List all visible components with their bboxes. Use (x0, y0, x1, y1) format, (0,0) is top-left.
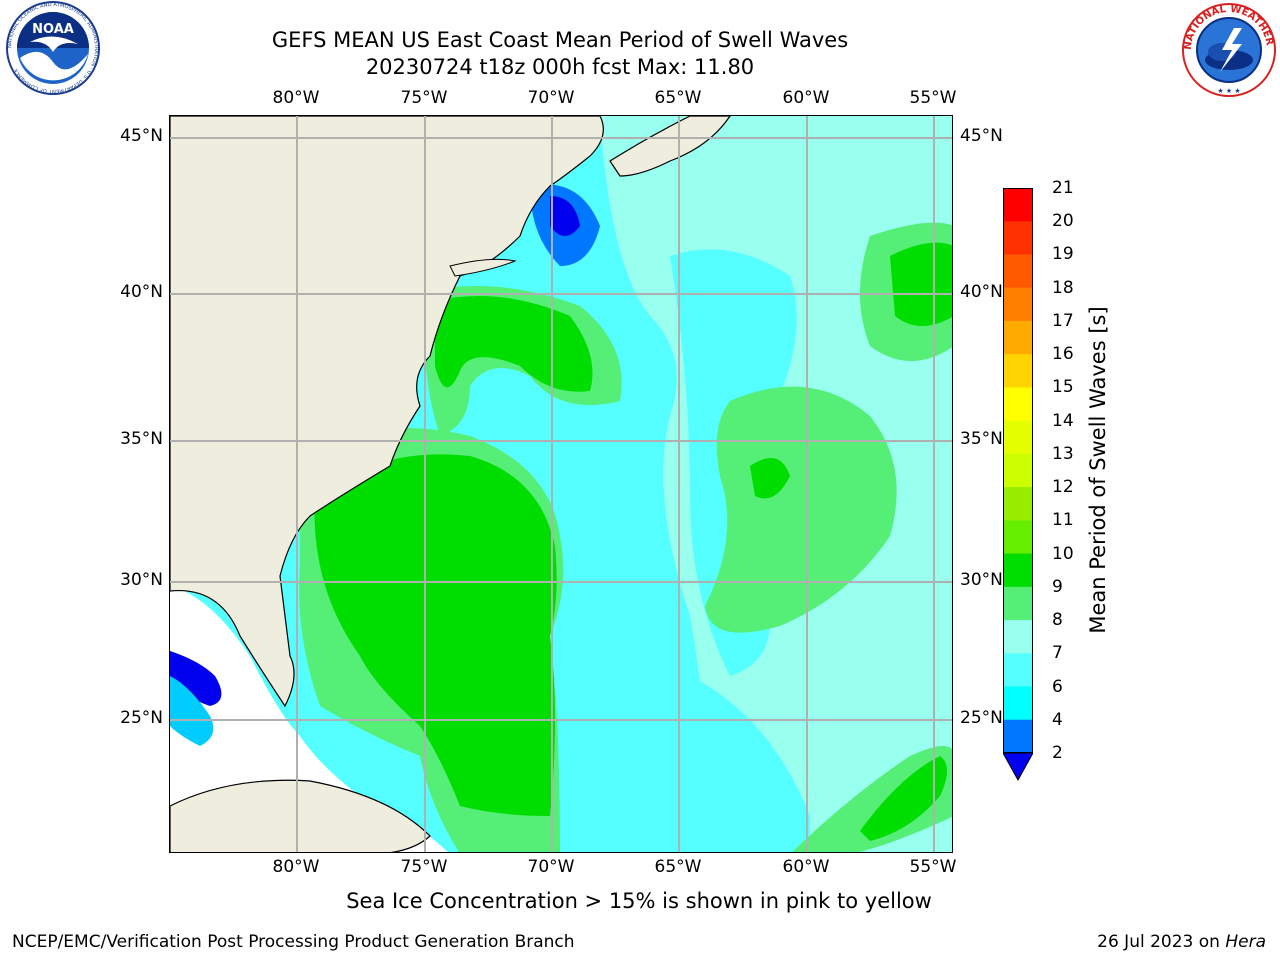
colorbar-segment (1003, 686, 1033, 721)
lat-tick-label-right: 35°N (960, 429, 1003, 449)
colorbar-tick-label: 4 (1052, 709, 1063, 730)
colorbar-tick-label: 18 (1052, 277, 1074, 298)
colorbar-segment (1003, 453, 1033, 488)
colorbar-segment (1003, 254, 1033, 289)
lat-tick-label-right: 40°N (960, 282, 1003, 302)
lon-tick-label-bottom: 65°W (654, 857, 702, 877)
sea-ice-caption: Sea Ice Concentration > 15% is shown in … (346, 889, 932, 913)
chart-subtitle: 20230724 t18z 000h fcst Max: 11.80 (365, 55, 755, 79)
lon-tick-label-top: 70°W (527, 88, 575, 108)
field-2-4s-gulf (170, 651, 222, 706)
colorbar-tick-label: 10 (1052, 543, 1074, 564)
lon-tick-label-top: 55°W (909, 88, 957, 108)
colorbar-extend-arrow (1003, 752, 1033, 782)
svg-text:★ ★ ★: ★ ★ ★ (1217, 87, 1240, 95)
footer-date: 26 Jul 2023 on Hera (1097, 932, 1266, 952)
field-10-11s-north (435, 296, 593, 392)
lat-tick-label-left: 30°N (120, 570, 163, 590)
colorbar-segment (1003, 221, 1033, 255)
lon-tick-label-top: 80°W (272, 88, 320, 108)
lat-tick-label-left: 40°N (120, 282, 163, 302)
colorbar-tick-label: 6 (1052, 676, 1063, 697)
field-10-11s-southeast (860, 756, 947, 841)
map-grid (170, 116, 952, 852)
field-under-2s-gulf-of-maine (550, 196, 580, 236)
colorbar-segment (1003, 387, 1033, 422)
noaa-logo: NOAA NATIONAL OCEANIC AND ATMOSPHERIC AD… (0, 0, 104, 100)
colorbar-segment (1003, 586, 1033, 621)
colorbar-tick-label: 8 (1052, 610, 1063, 631)
colorbar-segment (1003, 320, 1033, 355)
land-long-island (449, 258, 517, 277)
footer-date-text: 26 Jul 2023 on (1097, 932, 1226, 952)
colorbar-tick-label: 14 (1052, 410, 1074, 431)
lon-tick-label-bottom: 80°W (272, 857, 320, 877)
colorbar-tick-label: 11 (1052, 510, 1074, 531)
colorbar-segment (1003, 188, 1033, 222)
field-10-11s-east-spot (750, 458, 790, 499)
lat-tick-label-left: 35°N (120, 429, 163, 449)
nws-logo: NATIONAL WEATHER SERVICE ★ ★ ★ (1174, 0, 1280, 100)
colorbar-tick-label: 7 (1052, 643, 1063, 664)
lon-tick-label-bottom: 55°W (909, 857, 957, 877)
colorbar-segment (1003, 420, 1033, 455)
lon-tick-label-top: 75°W (400, 88, 448, 108)
colorbar-tick-label: 9 (1052, 576, 1063, 597)
field-9-10s-east (705, 386, 897, 633)
colorbar-title: Mean Period of Swell Waves [s] (1086, 306, 1110, 634)
colorbar-tick-label: 2 (1052, 743, 1063, 763)
lat-tick-label-right: 25°N (960, 708, 1003, 728)
land-cuba (170, 779, 431, 852)
field-4-6s-gulf (170, 676, 214, 746)
colorbar-tick-label: 12 (1052, 477, 1074, 498)
colorbar-segment (1003, 620, 1033, 654)
chart-title: GEFS MEAN US East Coast Mean Period of S… (271, 28, 849, 52)
colorbar-segment (1003, 553, 1033, 588)
colorbar-tick-label: 19 (1052, 244, 1074, 265)
colorbar-tick-label: 21 (1052, 178, 1074, 198)
lon-tick-label-top: 60°W (782, 88, 830, 108)
lat-tick-label-left: 25°N (120, 708, 163, 728)
swell-period-field (170, 116, 952, 852)
lat-tick-label-left: 45°N (120, 126, 163, 146)
footer-machine: Hera (1225, 932, 1266, 952)
map-plot-area (169, 115, 953, 853)
land-us-east (170, 116, 604, 708)
colorbar-tick-label: 15 (1052, 377, 1074, 398)
colorbar-segment (1003, 287, 1033, 322)
colorbar-tick-label: 16 (1052, 344, 1074, 365)
lat-tick-label-right: 30°N (960, 570, 1003, 590)
lon-tick-label-top: 65°W (654, 88, 702, 108)
lat-tick-label-right: 45°N (960, 126, 1003, 146)
colorbar-segment (1003, 653, 1033, 688)
lon-tick-label-bottom: 75°W (400, 857, 448, 877)
colorbar-segment (1003, 354, 1033, 388)
colorbar-tick-label: 20 (1052, 211, 1074, 232)
colorbar-segment (1003, 520, 1033, 555)
footer-credit: NCEP/EMC/Verification Post Processing Pr… (12, 932, 575, 952)
colorbar (1003, 188, 1033, 782)
colorbar-segment (1003, 487, 1033, 521)
field-9-10s-southeast (792, 746, 952, 852)
colorbar-tick-label: 17 (1052, 310, 1074, 331)
lon-tick-label-bottom: 60°W (782, 857, 830, 877)
lon-tick-label-bottom: 70°W (527, 857, 575, 877)
svg-text:NOAA: NOAA (32, 22, 74, 37)
field-10-11s-northeast (890, 242, 952, 326)
colorbar-segment (1003, 719, 1033, 753)
field-10-11s-west (314, 454, 557, 816)
colorbar-tick-label: 13 (1052, 443, 1074, 464)
